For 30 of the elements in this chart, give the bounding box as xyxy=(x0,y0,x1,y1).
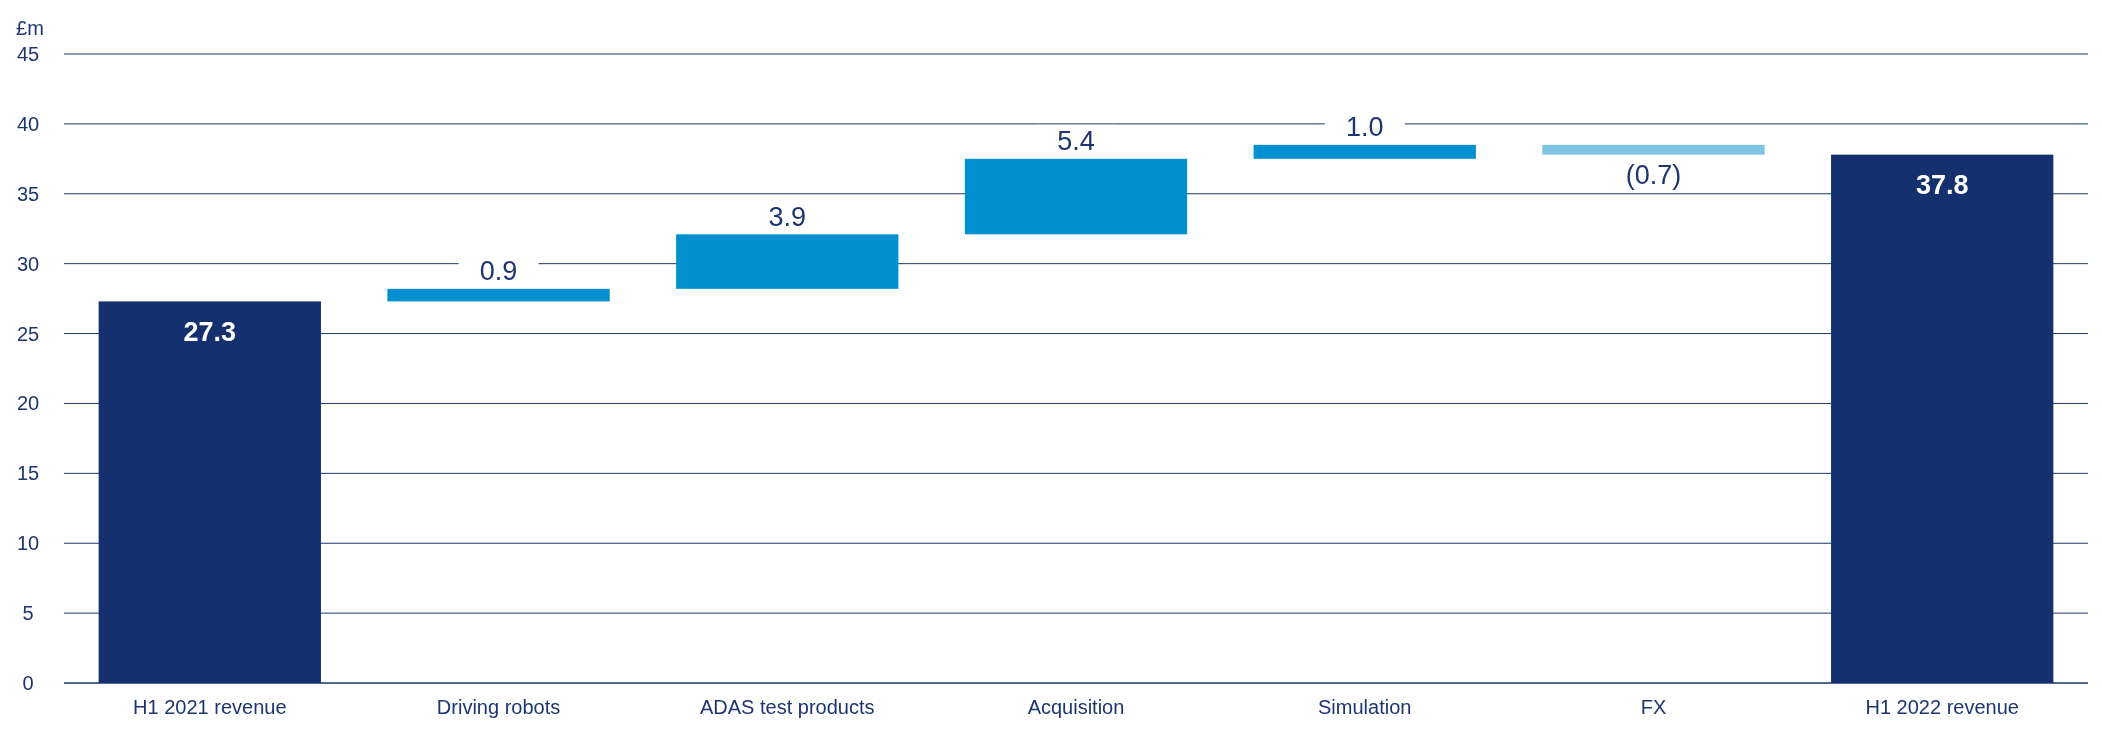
y-tick-label: 40 xyxy=(16,112,40,135)
data-label: 1.0 xyxy=(1345,112,1384,143)
data-label: 27.3 xyxy=(183,316,237,347)
y-tick-label: 45 xyxy=(16,43,40,65)
bar xyxy=(387,288,610,302)
x-tick-label: H1 2021 revenue xyxy=(133,696,287,718)
x-tick-label: Driving robots xyxy=(436,696,561,718)
y-axis-title: £m xyxy=(16,17,44,39)
y-tick-label: 35 xyxy=(16,182,40,205)
data-label: 0.9 xyxy=(479,256,518,287)
y-tick-label: 5 xyxy=(22,602,34,625)
x-tick-label: ADAS test products xyxy=(700,696,875,718)
y-tick-label: 0 xyxy=(22,672,34,694)
bar xyxy=(1542,144,1765,155)
y-tick-label: 10 xyxy=(16,532,40,555)
bar xyxy=(1253,144,1476,159)
data-label: (0.7) xyxy=(1625,160,1682,191)
y-tick-label: 15 xyxy=(16,462,40,485)
y-tick-label: 25 xyxy=(16,322,40,345)
data-label: 5.4 xyxy=(1057,126,1095,157)
bar xyxy=(964,158,1188,235)
data-label: 3.9 xyxy=(768,201,807,232)
x-tick-label: Acquisition xyxy=(1027,696,1125,718)
x-tick-label: FX xyxy=(1640,696,1667,718)
data-label: 37.8 xyxy=(1915,170,1969,201)
y-tick-label: 20 xyxy=(16,392,40,415)
y-tick-label: 30 xyxy=(16,252,40,275)
x-tick-label: Simulation xyxy=(1318,696,1412,718)
bar xyxy=(676,234,899,289)
x-tick-label: H1 2022 revenue xyxy=(1865,696,2019,718)
